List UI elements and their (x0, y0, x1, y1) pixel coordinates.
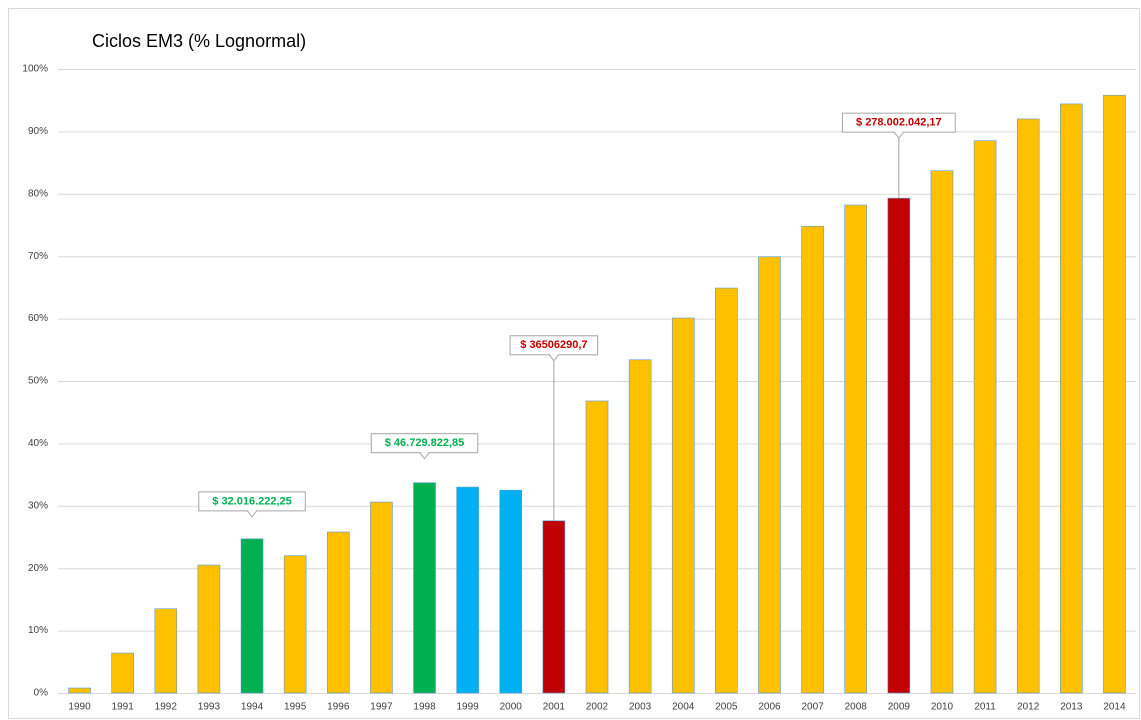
chart-frame (8, 8, 1140, 719)
y-tick-label: 60% (28, 313, 48, 324)
y-tick-label: 100% (22, 64, 48, 75)
bar (370, 501, 393, 694)
bar (973, 140, 997, 694)
bar (585, 400, 609, 694)
bar (844, 204, 868, 694)
annotation-pointer (419, 451, 430, 460)
bar (197, 564, 221, 694)
x-tick-label: 1990 (68, 702, 91, 713)
x-tick-label: 2005 (715, 702, 738, 713)
bar (801, 225, 824, 694)
annotation-label: $ 36506290,7 (520, 339, 587, 351)
y-tick-label: 40% (28, 438, 48, 449)
x-tick-label: 1994 (241, 702, 264, 713)
annotation-label: $ 278.002.042,17 (856, 117, 942, 129)
annotation-pointer (548, 353, 560, 362)
x-tick-label: 2008 (845, 702, 868, 713)
bar (456, 486, 479, 694)
bar (68, 687, 91, 694)
x-tick-label: 2003 (629, 702, 652, 713)
x-tick-label: 1996 (327, 702, 350, 713)
bar (1016, 118, 1040, 694)
bar (283, 555, 307, 694)
x-tick-label: 2012 (1017, 702, 1040, 713)
x-tick-label: 1998 (413, 702, 436, 713)
x-tick-label: 1992 (155, 702, 178, 713)
x-tick-label: 2009 (888, 702, 911, 713)
bar (111, 652, 134, 694)
y-tick-label: 0% (34, 688, 49, 699)
y-tick-label: 20% (28, 563, 48, 574)
x-tick-label: 1993 (198, 702, 221, 713)
x-tick-label: 2006 (758, 702, 781, 713)
bar (1060, 103, 1083, 694)
bar (887, 197, 911, 694)
x-tick-label: 2002 (586, 702, 609, 713)
x-tick-label: 2004 (672, 702, 695, 713)
bar (240, 538, 264, 694)
x-tick-label: 1991 (112, 702, 135, 713)
bar (715, 287, 738, 694)
annotation-pointer (246, 510, 258, 518)
y-tick-label: 80% (28, 188, 48, 199)
annotation-label: $ 32.016.222,25 (212, 495, 292, 507)
x-tick-label: 1999 (457, 702, 480, 713)
bar (930, 170, 954, 694)
x-tick-label: 2013 (1060, 702, 1083, 713)
x-tick-label: 2011 (974, 702, 996, 713)
bar (628, 359, 652, 694)
x-tick-label: 2000 (500, 702, 523, 713)
x-tick-label: 2010 (931, 702, 954, 713)
x-tick-label: 2007 (801, 702, 824, 713)
y-tick-label: 90% (28, 126, 48, 137)
x-tick-label: 1997 (370, 702, 393, 713)
bar (499, 489, 523, 694)
x-tick-label: 2014 (1103, 702, 1126, 713)
bar (542, 520, 566, 694)
bar (758, 256, 781, 694)
bar (413, 482, 436, 694)
x-tick-label: 2001 (543, 702, 566, 713)
x-tick-label: 1995 (284, 702, 307, 713)
chart-title: Ciclos EM3 (% Lognormal) (92, 31, 306, 51)
y-tick-label: 70% (28, 251, 48, 262)
bar (154, 608, 178, 694)
bar (326, 531, 350, 694)
annotation-pointer (893, 131, 905, 139)
y-tick-label: 50% (28, 376, 48, 387)
bar (1103, 94, 1126, 694)
annotation-label: $ 46.729.822,85 (385, 437, 465, 449)
bar (671, 317, 695, 694)
y-tick-label: 30% (28, 500, 48, 511)
y-tick-label: 10% (28, 625, 48, 636)
